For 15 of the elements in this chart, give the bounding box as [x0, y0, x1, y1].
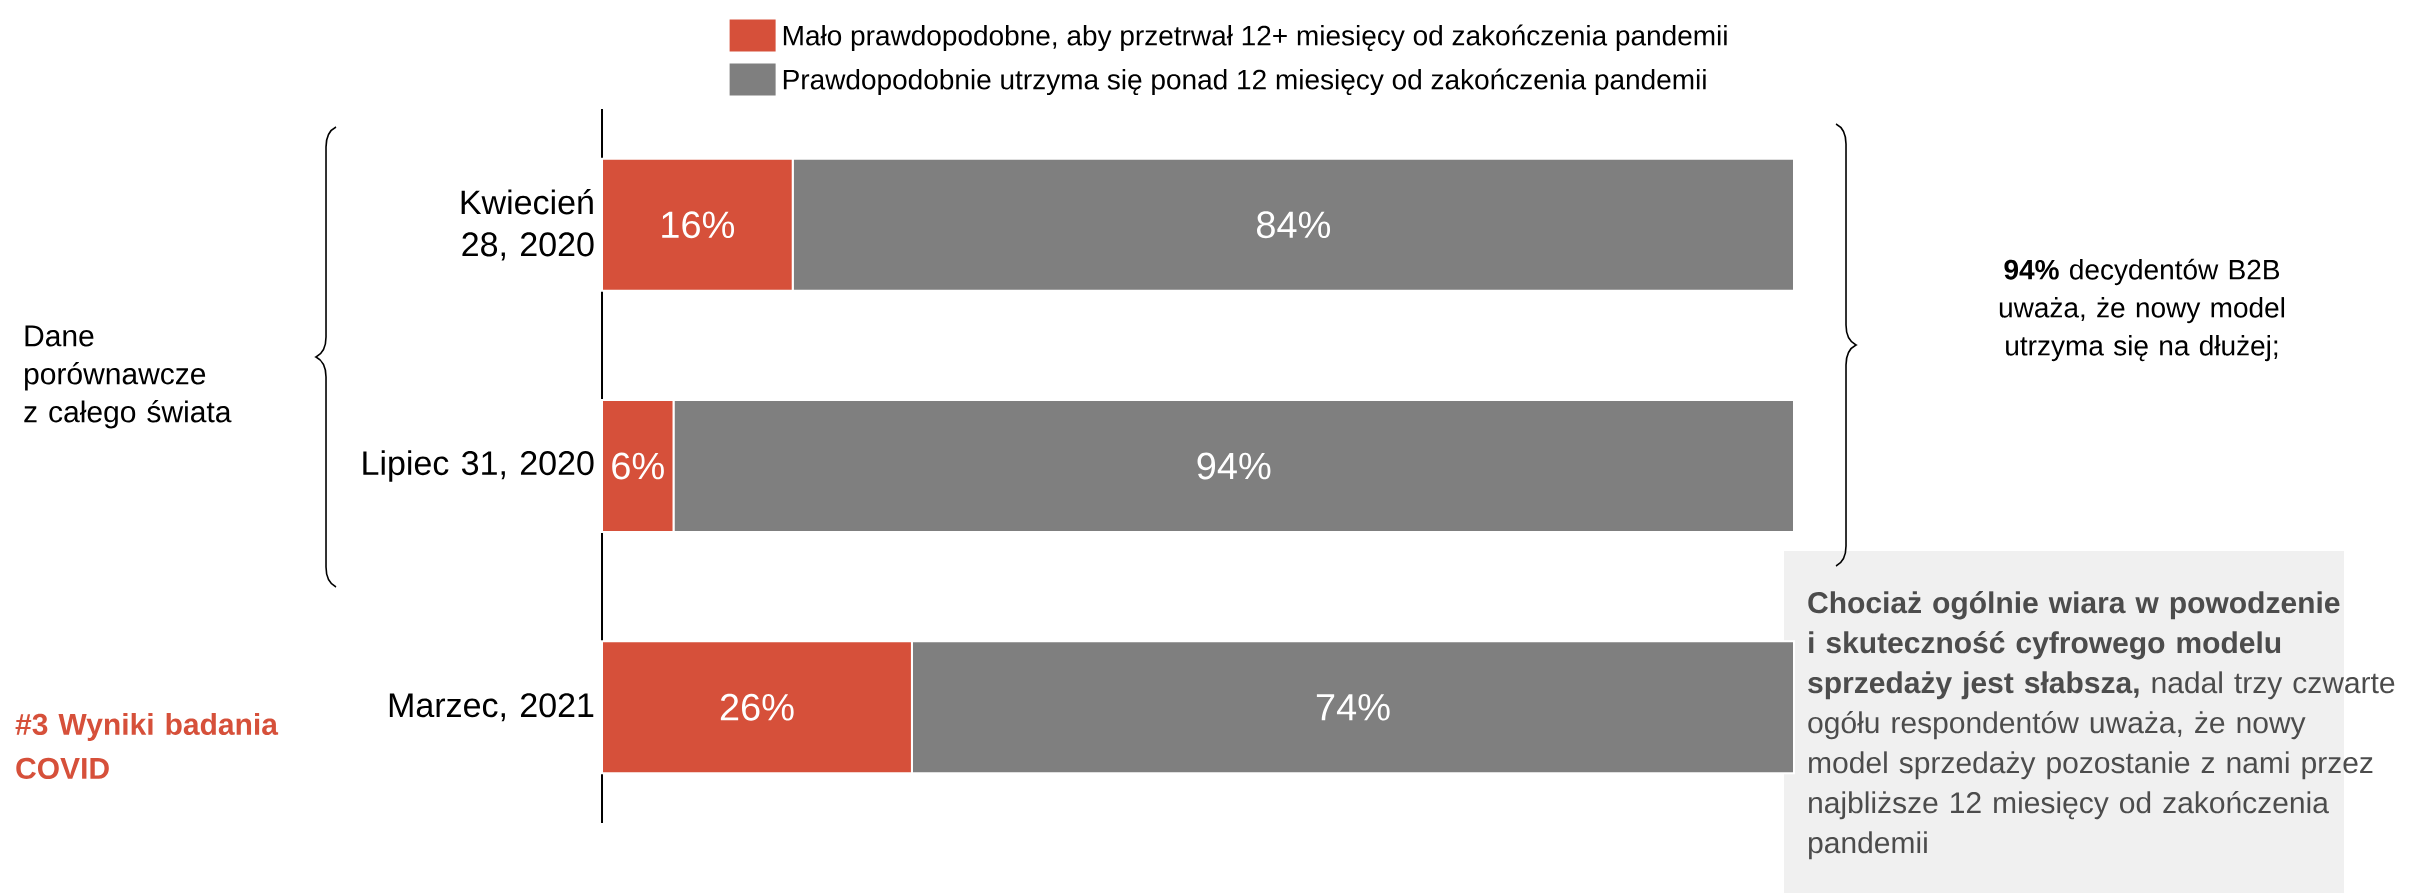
y-tick-label: Marzec, 2021: [389, 693, 594, 722]
text: #3 Wyniki badania COVID: [15, 712, 279, 779]
text: Dane porównawcze z całego świata: [24, 325, 232, 429]
y-tick-label: Lipiec 31, 2020: [363, 450, 594, 482]
data-label: 16%: [662, 211, 735, 239]
data-label: 74%: [1316, 693, 1390, 721]
y-tick-label: Kwiecień 28, 2020: [461, 189, 594, 261]
data-label: 26%: [720, 693, 794, 721]
text: 94% decydentów B2B uważa, że nowy model utrzyma się na dłużej;: [1999, 258, 2285, 362]
text: Chociaż ogólnie wiara w powodzenie i skuteczność cyfrowego modelu sprzedaży jest słabsza, nadal trzy czwarte ogółu respondentów uważa, że nowy model sprzedaży pozostanie z nami przez najbliższe 12 miesięcy od zakończenia pandemii: [1808, 591, 2395, 860]
data-label: 84%: [1257, 211, 1331, 239]
data-label: 94%: [1197, 452, 1271, 480]
data-label: 6%: [612, 452, 664, 480]
legend-label: Prawdopodobnie utrzyma się ponad 12 miesięcy od zakończenia pandemii: [783, 68, 1706, 96]
legend-label: Mało prawdopodobne, aby przetrwał 12+ miesięcy od zakończenia pandemii: [783, 24, 1727, 52]
